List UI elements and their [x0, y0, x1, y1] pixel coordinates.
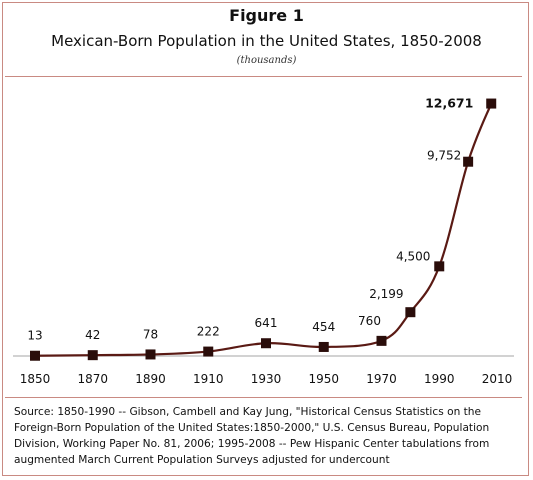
data-label: 4,500 — [396, 249, 430, 263]
x-tick-label: 1970 — [366, 372, 397, 386]
data-point — [376, 335, 387, 346]
data-point — [318, 341, 329, 352]
data-label: 2,199 — [369, 287, 403, 301]
x-tick-label: 1870 — [77, 372, 108, 386]
figure-number: Figure 1 — [229, 6, 304, 25]
data-label: 13 — [27, 329, 42, 343]
data-point — [486, 98, 497, 109]
data-label: 9,752 — [427, 149, 461, 163]
x-tick-label: 1890 — [135, 372, 166, 386]
source-note: Source: 1850-1990 -- Gibson, Cambell and… — [14, 406, 490, 466]
x-tick-label: 1950 — [308, 372, 339, 386]
data-label: 222 — [197, 325, 220, 339]
data-point — [405, 307, 416, 318]
data-label: 78 — [143, 327, 158, 341]
x-tick-label: 1930 — [251, 372, 282, 386]
data-label: 641 — [255, 316, 278, 330]
data-label: 42 — [85, 328, 100, 342]
data-point — [87, 350, 98, 361]
data-point — [145, 349, 156, 360]
chart-area: 13 42 78 222 641 454 760 2,199 4,500 9,752 12,671 … — [5, 76, 522, 398]
chart-subtitle: (thousands) — [236, 55, 297, 66]
x-tick-label: 1850 — [20, 372, 51, 386]
data-point — [203, 346, 214, 357]
data-point — [463, 156, 474, 167]
x-tick-label: 1910 — [193, 372, 224, 386]
x-tick-label: 1990 — [424, 372, 455, 386]
data-point — [30, 350, 40, 361]
data-label: 454 — [312, 320, 335, 334]
data-point — [434, 261, 445, 272]
x-tick-label: 2010 — [482, 372, 513, 386]
chart-title: Mexican-Born Population in the United St… — [51, 32, 482, 50]
data-label: 760 — [358, 314, 381, 328]
data-point — [261, 338, 271, 349]
data-label: 12,671 — [425, 96, 473, 111]
